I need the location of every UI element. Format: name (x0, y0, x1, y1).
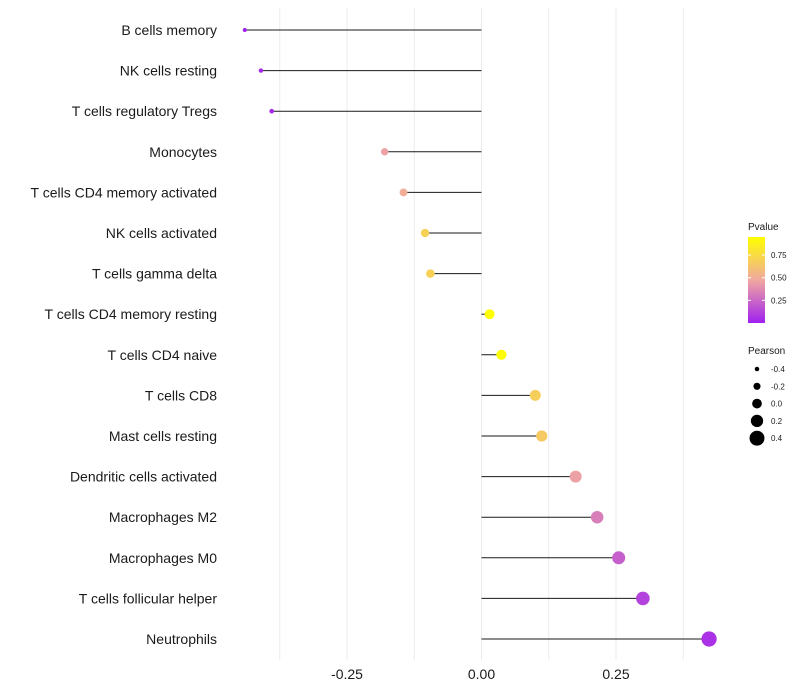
lollipop-point (420, 228, 430, 238)
pvalue-legend: Pvalue 0.25 0.50 0.75 (748, 222, 787, 323)
size-legend-label: 0.2 (771, 417, 783, 426)
colorbar-tick-label: 0.50 (771, 274, 787, 283)
category-label: Macrophages M0 (109, 550, 217, 566)
size-legend-dot (752, 398, 762, 409)
size-legend-label: -0.2 (771, 382, 785, 391)
lollipop-point (484, 309, 495, 320)
x-tick-label: -0.25 (331, 666, 363, 682)
pearson-legend-title: Pearson (748, 346, 785, 357)
category-label: NK cells resting (120, 63, 217, 79)
category-label: Macrophages M2 (109, 509, 217, 525)
lollipop-point (426, 269, 435, 278)
size-legend-label: 0.0 (771, 400, 783, 409)
category-labels: B cells memory NK cells resting T cells re… (31, 22, 218, 647)
category-label: Dendritic cells activated (70, 469, 217, 485)
pearson-legend: Pearson -0.4 -0.2 0.0 0.2 0.4 (748, 346, 785, 446)
x-axis-ticks: -0.25 0.00 0.25 (331, 666, 630, 682)
category-label: T cells CD8 (145, 387, 217, 403)
lollipop-point (269, 108, 275, 114)
size-legend-dot (749, 430, 765, 446)
category-label: Monocytes (149, 144, 217, 160)
lollipop-point (701, 631, 717, 647)
lollipop-point (242, 28, 247, 32)
x-tick-label: 0.25 (602, 666, 629, 682)
lollipop-point (590, 510, 604, 524)
lollipop-point (258, 68, 264, 73)
size-legend-dot (753, 382, 761, 390)
category-label: T cells regulatory Tregs (72, 103, 217, 119)
size-legend-dot (750, 414, 764, 428)
lollipop-points (242, 28, 717, 647)
category-label: T cells CD4 naive (108, 347, 218, 363)
lollipop-point (536, 430, 548, 442)
category-label: T cells gamma delta (92, 266, 217, 282)
category-label: Mast cells resting (109, 428, 217, 444)
colorbar-tick-label: 0.25 (771, 296, 787, 305)
size-legend-label: 0.4 (771, 434, 783, 443)
lollipop-point (636, 591, 650, 606)
category-label: B cells memory (121, 22, 217, 38)
category-label: T cells follicular helper (79, 590, 218, 606)
colorbar-tick-label: 0.75 (771, 251, 787, 260)
lollipop-point (612, 551, 626, 565)
lollipop-point (529, 389, 541, 401)
category-label: Neutrophils (146, 631, 217, 647)
lollipop-point (399, 188, 408, 197)
pvalue-legend-title: Pvalue (748, 222, 779, 233)
size-legend-dot (754, 366, 760, 372)
category-label: T cells CD4 memory resting (45, 306, 217, 322)
pvalue-colorbar (748, 237, 765, 323)
grid-lines (279, 8, 684, 660)
category-label: NK cells activated (106, 225, 217, 241)
x-tick-label: 0.00 (468, 666, 495, 682)
lollipop-point (569, 470, 582, 483)
lollipop-point (496, 349, 507, 360)
lollipop-stems (244, 29, 710, 640)
size-legend-label: -0.4 (771, 365, 785, 374)
category-label: T cells CD4 memory activated (31, 184, 217, 200)
lollipop-point (380, 148, 389, 156)
